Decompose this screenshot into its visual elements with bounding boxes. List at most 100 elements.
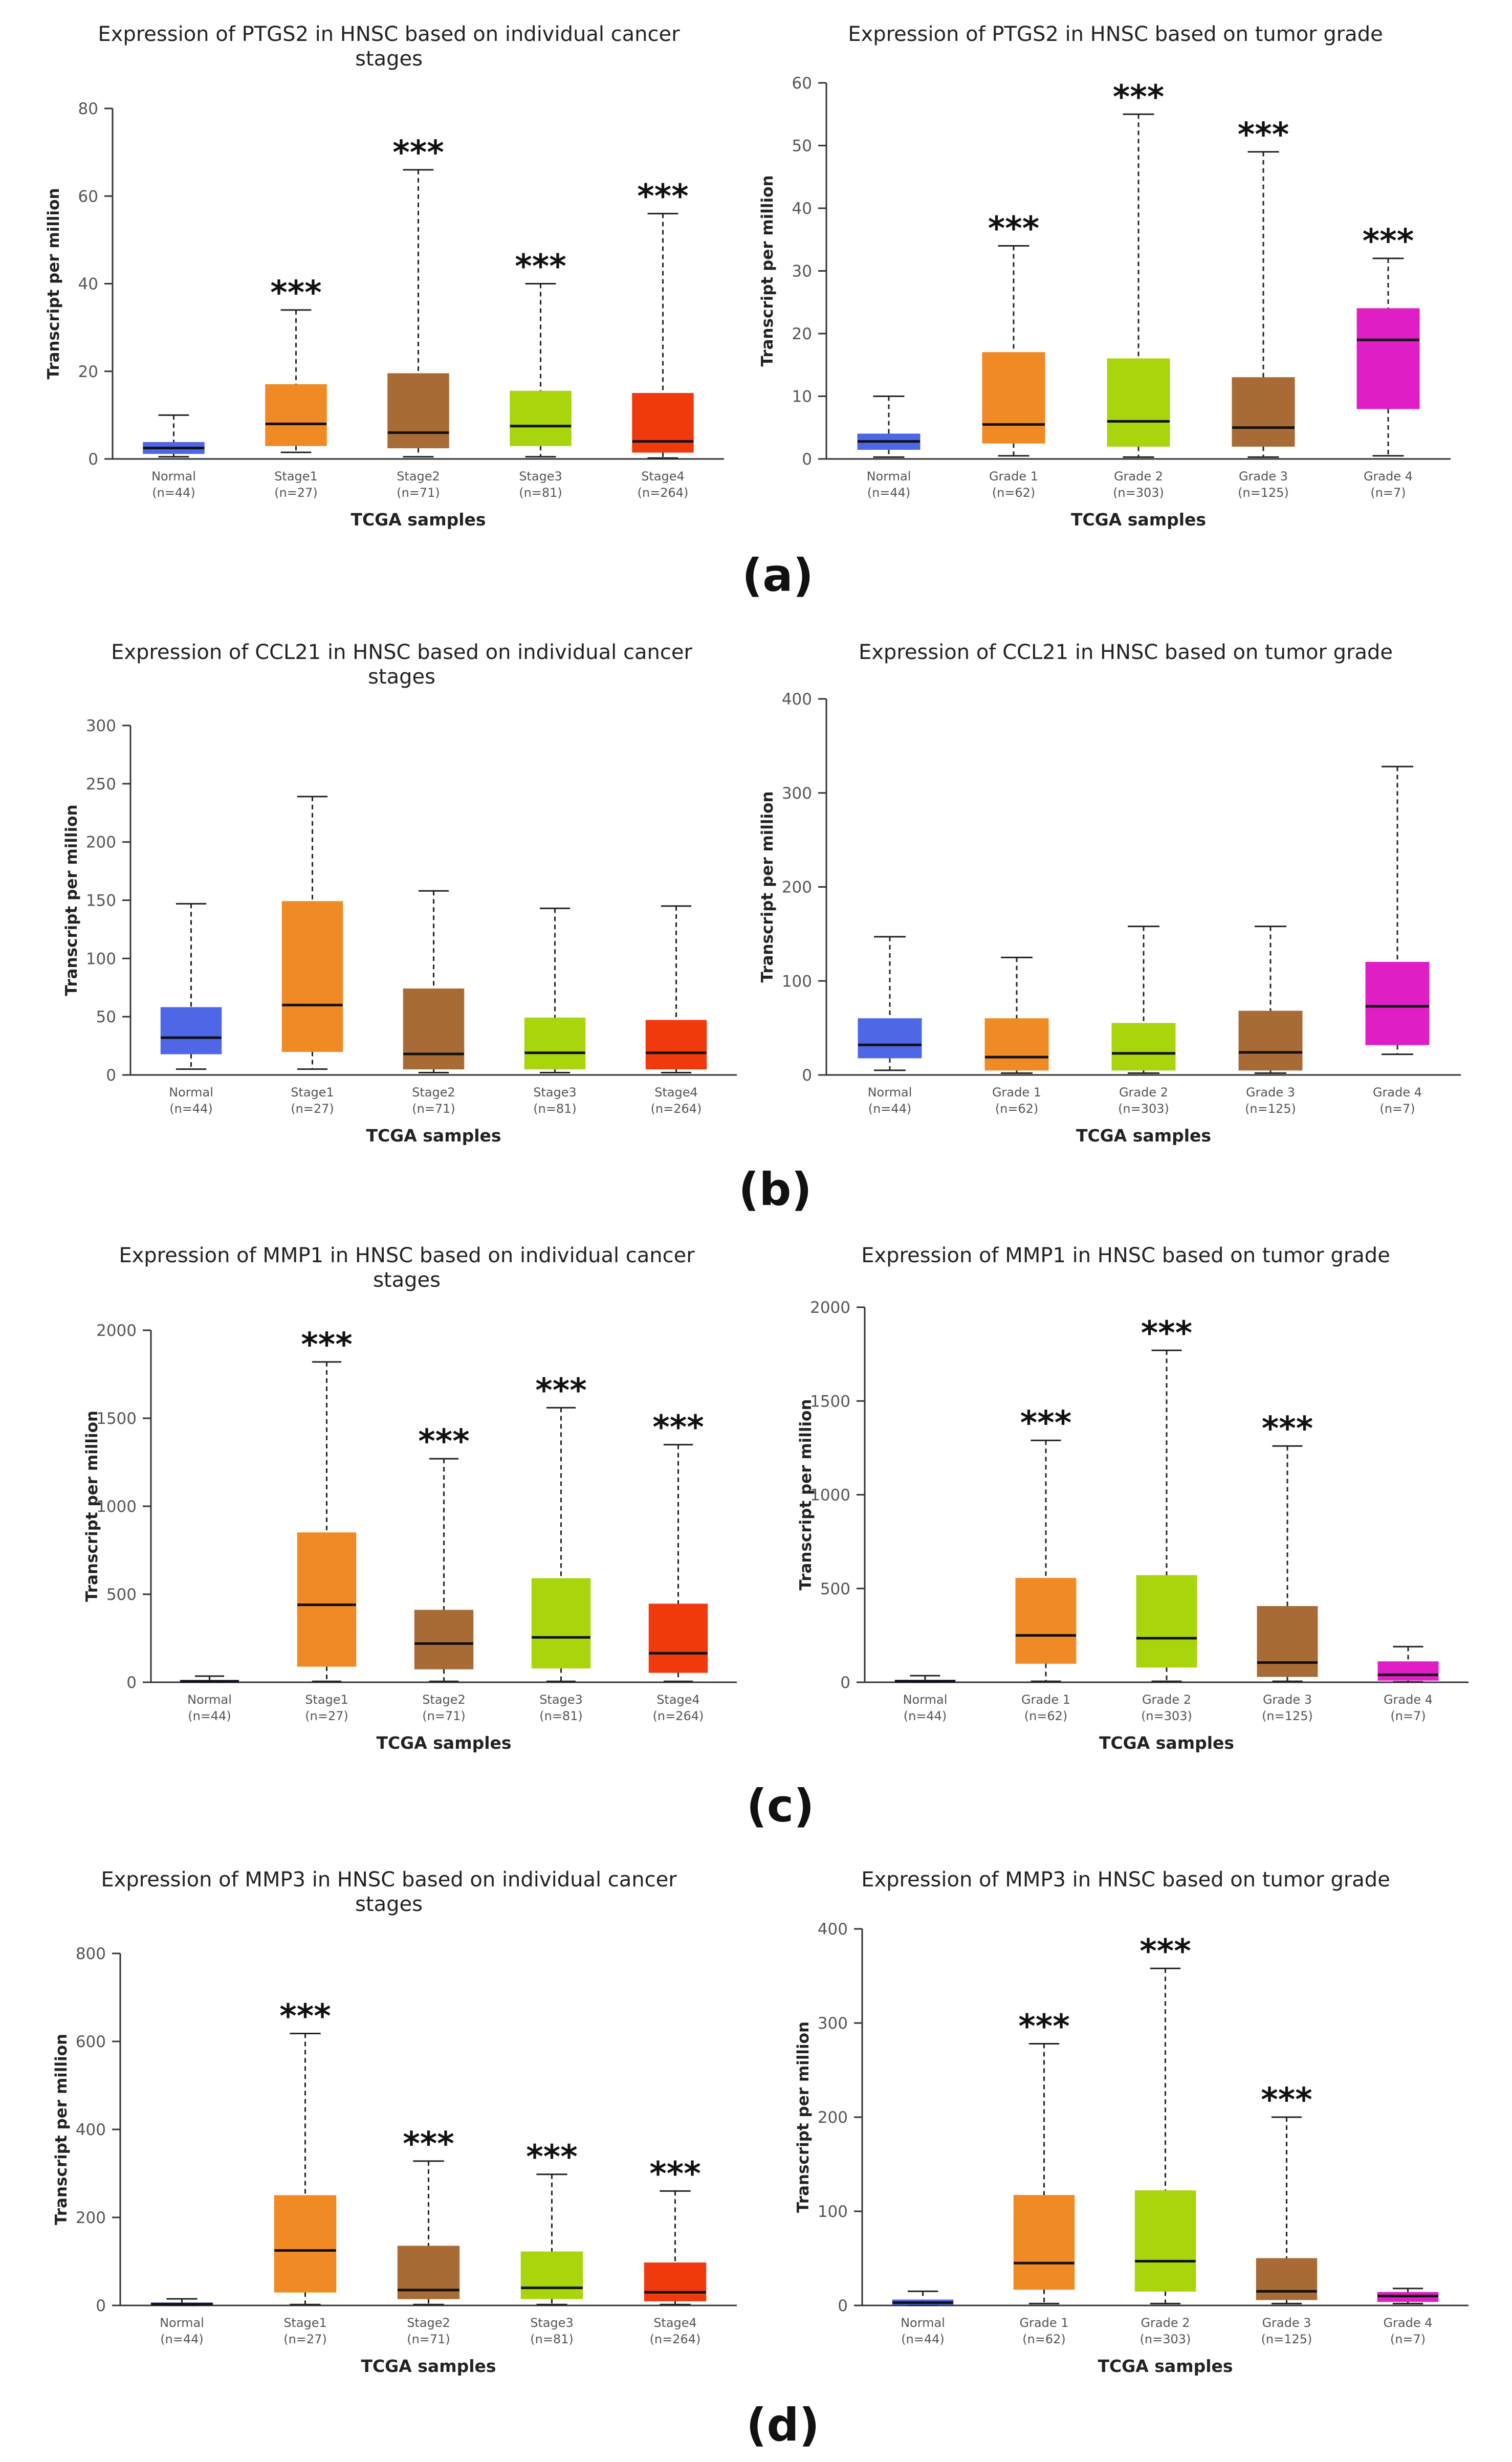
box-rect xyxy=(1013,2195,1075,2290)
x-axis-label: TCGA samples xyxy=(1071,510,1206,530)
box-stage1: *** Stage1 (n=27) xyxy=(274,1998,337,2346)
sample-size-label: (n=62) xyxy=(992,486,1036,500)
box-rect xyxy=(1015,1578,1077,1664)
box-grade-1: *** Grade 1 (n=62) xyxy=(982,210,1045,500)
sample-size-label: (n=81) xyxy=(530,2332,574,2346)
box-normal: Normal (n=44) xyxy=(160,903,222,1116)
x-tick-label: Normal xyxy=(187,1692,232,1707)
y-tick-label: 0 xyxy=(106,1066,116,1085)
chart-5: Expression of MMP1 in HNSC based on indi… xyxy=(83,1244,737,1753)
box-grade-1: Grade 1 (n=62) xyxy=(984,956,1049,1116)
box-stage1: *** Stage1 (n=27) xyxy=(297,1326,357,1723)
chart-title: stages xyxy=(355,1893,423,1916)
x-tick-label: Stage2 xyxy=(412,1085,455,1100)
box-grade-2: *** Grade 2 (n=303) xyxy=(1136,1314,1197,1723)
sample-size-label: (n=125) xyxy=(1261,2332,1312,2346)
x-tick-label: Grade 3 xyxy=(1263,1692,1312,1707)
x-tick-label: Grade 2 xyxy=(1114,469,1163,483)
x-tick-label: Stage4 xyxy=(641,469,685,483)
x-axis-label: TCGA samples xyxy=(1076,1126,1211,1146)
sample-size-label: (n=71) xyxy=(397,486,440,500)
x-tick-label: Grade 3 xyxy=(1246,1085,1295,1100)
box-rect xyxy=(403,988,465,1070)
y-tick-label: 0 xyxy=(802,1066,812,1085)
box-stage4: Stage4 (n=264) xyxy=(645,905,707,1116)
x-tick-label: Stage3 xyxy=(519,469,562,483)
chart-title: stages xyxy=(355,47,423,71)
box-rect xyxy=(982,352,1045,444)
box-normal: Normal (n=44) xyxy=(892,2290,954,2346)
sample-size-label: (n=44) xyxy=(867,486,911,500)
y-tick-label: 100 xyxy=(86,950,116,968)
sample-size-label: (n=125) xyxy=(1262,1709,1313,1723)
sample-size-label: (n=264) xyxy=(650,2332,701,2346)
chart-7: Expression of MMP3 in HNSC based on indi… xyxy=(52,1868,737,2376)
x-tick-label: Stage3 xyxy=(530,2316,574,2330)
chart-title: Expression of CCL21 in HNSC based on ind… xyxy=(111,641,692,664)
y-tick-label: 400 xyxy=(76,2121,106,2139)
sample-size-label: (n=62) xyxy=(1024,1709,1068,1723)
box-rect xyxy=(1365,962,1430,1045)
sample-size-label: (n=27) xyxy=(305,1709,348,1723)
y-tick-label: 40 xyxy=(792,200,812,218)
x-tick-label: Stage1 xyxy=(305,1692,348,1707)
sample-size-label: (n=27) xyxy=(274,486,318,500)
y-tick-label: 20 xyxy=(792,325,812,343)
x-tick-label: Normal xyxy=(160,2316,204,2330)
box-stage4: *** Stage4 (n=264) xyxy=(632,178,694,500)
sample-size-label: (n=62) xyxy=(995,1102,1039,1116)
significance-marker: *** xyxy=(1363,223,1414,260)
y-tick-label: 10 xyxy=(792,388,812,406)
y-axis-label: Transcript per million xyxy=(62,804,81,996)
x-tick-label: Stage4 xyxy=(656,1692,700,1707)
box-rect xyxy=(1107,358,1170,447)
significance-marker: *** xyxy=(301,1326,352,1364)
sample-size-label: (n=7) xyxy=(1370,486,1406,500)
box-grade-1: *** Grade 1 (n=62) xyxy=(1015,1404,1077,1723)
x-axis-label: TCGA samples xyxy=(361,2356,496,2376)
chart-title: Expression of PTGS2 in HNSC based on tum… xyxy=(848,23,1383,46)
box-stage2: Stage2 (n=71) xyxy=(403,890,465,1116)
box-rect xyxy=(644,2262,707,2301)
x-tick-label: Grade 4 xyxy=(1373,1085,1422,1100)
significance-marker: *** xyxy=(1261,2081,1312,2119)
box-stage1: Stage1 (n=27) xyxy=(281,796,343,1116)
x-tick-label: Grade 4 xyxy=(1364,469,1413,483)
y-tick-label: 50 xyxy=(96,1008,116,1026)
box-rect xyxy=(1257,1606,1318,1677)
sample-size-label: (n=7) xyxy=(1390,1709,1426,1723)
box-grade-2: *** Grade 2 (n=303) xyxy=(1134,1932,1196,2346)
box-stage2: *** Stage2 (n=71) xyxy=(397,2125,460,2346)
y-tick-label: 200 xyxy=(76,2209,106,2227)
y-tick-label: 0 xyxy=(840,1674,850,1692)
chart-title: stages xyxy=(373,1268,441,1292)
x-tick-label: Grade 2 xyxy=(1141,2316,1190,2330)
sample-size-label: (n=264) xyxy=(651,1102,702,1116)
box-rect xyxy=(414,1610,474,1669)
box-grade-4: Grade 4 (n=7) xyxy=(1365,765,1430,1116)
box-grade-3: *** Grade 3 (n=125) xyxy=(1256,2081,1318,2346)
panel-label: (a) xyxy=(742,549,814,602)
sample-size-label: (n=71) xyxy=(412,1102,455,1116)
x-tick-label: Grade 2 xyxy=(1119,1085,1168,1100)
box-grade-4: Grade 4 (n=7) xyxy=(1377,1645,1439,1723)
y-tick-label: 1500 xyxy=(810,1392,850,1411)
sample-size-label: (n=81) xyxy=(539,1709,583,1723)
box-stage3: *** Stage3 (n=81) xyxy=(531,1372,591,1723)
chart-8: Expression of MMP3 in HNSC based on tumo… xyxy=(794,1868,1469,2376)
y-tick-label: 0 xyxy=(88,450,98,469)
y-tick-label: 400 xyxy=(818,1920,848,1939)
box-rect xyxy=(1136,1575,1197,1668)
x-tick-label: Grade 1 xyxy=(989,469,1038,483)
panel-label: (b) xyxy=(738,1163,812,1216)
y-tick-label: 1500 xyxy=(96,1410,137,1428)
significance-marker: *** xyxy=(392,134,444,172)
box-rect xyxy=(274,2195,337,2293)
chart-title: Expression of MMP1 in HNSC based on tumo… xyxy=(861,1244,1390,1267)
y-tick-label: 250 xyxy=(86,775,116,794)
chart-title: Expression of MMP3 in HNSC based on tumo… xyxy=(861,1868,1390,1892)
sample-size-label: (n=27) xyxy=(283,2332,327,2346)
y-axis-label: Transcript per million xyxy=(758,175,777,366)
sample-size-label: (n=71) xyxy=(407,2332,450,2346)
panel-label: (d) xyxy=(746,2399,819,2451)
